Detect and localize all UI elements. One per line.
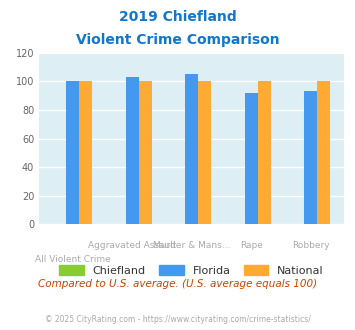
Bar (245, 93, 258, 224)
Text: © 2025 CityRating.com - https://www.cityrating.com/crime-statistics/: © 2025 CityRating.com - https://www.city… (45, 315, 310, 324)
Bar (139, 82, 152, 224)
Bar (317, 82, 331, 224)
Text: 2019 Chiefland: 2019 Chiefland (119, 10, 236, 24)
Bar (198, 82, 211, 224)
Text: Robbery: Robbery (292, 241, 330, 250)
Bar (126, 77, 139, 224)
Bar (79, 82, 92, 224)
Bar (304, 91, 317, 224)
Text: Compared to U.S. average. (U.S. average equals 100): Compared to U.S. average. (U.S. average … (38, 279, 317, 289)
Bar (185, 74, 198, 224)
Text: Violent Crime Comparison: Violent Crime Comparison (76, 33, 279, 47)
Bar (258, 82, 271, 224)
Text: Aggravated Assault: Aggravated Assault (88, 241, 176, 250)
Bar (66, 82, 79, 224)
Legend: Chiefland, Florida, National: Chiefland, Florida, National (55, 261, 328, 280)
Text: All Violent Crime: All Violent Crime (35, 255, 110, 264)
Text: Rape: Rape (240, 241, 263, 250)
Text: Murder & Mans...: Murder & Mans... (153, 241, 230, 250)
